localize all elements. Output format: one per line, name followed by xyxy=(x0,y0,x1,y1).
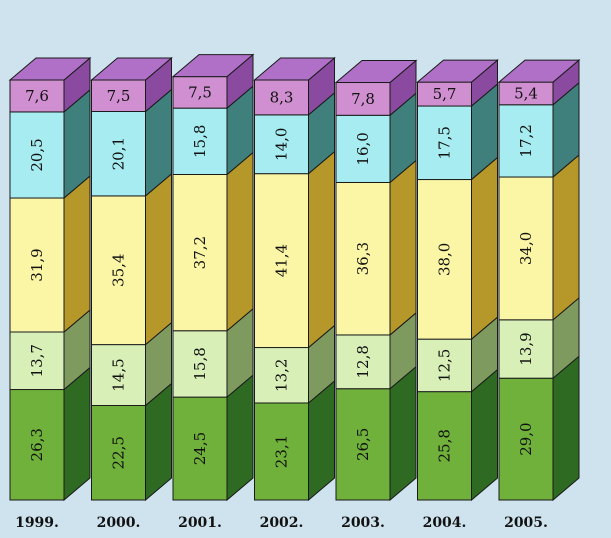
bar-top-face xyxy=(334,60,418,84)
bar-top-face xyxy=(497,59,581,83)
data-label: 8,3 xyxy=(270,88,294,106)
data-label: 7,5 xyxy=(188,83,212,101)
bar-segment xyxy=(91,195,146,346)
bar-segment xyxy=(417,391,472,501)
bar-stack: 26,3 13,7 31,9 20,5 7,6 xyxy=(8,56,92,502)
x-tick-label: 2001. xyxy=(178,515,222,531)
bar-segment xyxy=(172,76,228,109)
bar-stack: 25,8 12,5 38,0 17,5 5,7 xyxy=(416,59,499,502)
bar-segment xyxy=(417,105,472,181)
bar-segment xyxy=(335,181,391,336)
data-label: 41,4 xyxy=(273,244,291,277)
bar-segment xyxy=(9,389,65,501)
data-label: 29,0 xyxy=(517,422,535,455)
data-label: 38,0 xyxy=(436,243,454,276)
bar-segment xyxy=(91,344,146,407)
bar-segment-side xyxy=(471,368,498,502)
bar-segment-side xyxy=(389,365,417,502)
data-label: 26,3 xyxy=(28,428,46,461)
bar-segment xyxy=(172,174,228,332)
bar-segment xyxy=(498,377,554,501)
bar-segment-side xyxy=(63,366,91,502)
x-tick-label: 2003. xyxy=(341,515,385,531)
data-label: 24,5 xyxy=(191,432,209,465)
bar-segment xyxy=(172,396,228,501)
data-label: 7,5 xyxy=(107,87,131,105)
bar-segment xyxy=(172,107,228,175)
bar-segment xyxy=(335,388,391,501)
bar-segment xyxy=(498,319,554,379)
bar-segment xyxy=(9,197,65,333)
bar-segment xyxy=(91,79,146,112)
data-label: 13,7 xyxy=(28,344,46,377)
bar-top-face xyxy=(171,54,255,78)
x-tick-label: 2002. xyxy=(260,515,304,531)
bar-segment xyxy=(254,114,309,175)
bar-segment xyxy=(172,330,228,398)
bar-top-face xyxy=(253,57,336,81)
data-label: 12,8 xyxy=(354,345,372,378)
bar-top-face xyxy=(90,57,173,81)
bar-stack: 24,5 15,8 37,2 15,8 7,5 xyxy=(171,53,255,502)
data-label: 26,5 xyxy=(354,428,372,461)
data-label: 25,8 xyxy=(436,429,454,462)
bar-top-face xyxy=(416,59,499,83)
bar-segment-side xyxy=(308,150,335,349)
x-tick-label: 1999. xyxy=(15,515,59,531)
bar-segment xyxy=(91,405,146,501)
bar-segment xyxy=(9,79,65,113)
bar-segment-side xyxy=(145,172,172,346)
data-label: 14,5 xyxy=(110,358,128,391)
x-tick-label: 2004. xyxy=(423,515,467,531)
bar-stack: 26,5 12,8 36,3 16,0 7,8 xyxy=(334,59,418,502)
x-tick-label: 2005. xyxy=(504,515,548,531)
data-label: 15,8 xyxy=(191,125,209,158)
bar-segment xyxy=(91,111,146,197)
data-label: 36,3 xyxy=(354,242,372,275)
data-label: 20,5 xyxy=(28,138,46,171)
bar-segment xyxy=(417,179,472,340)
bar-stack: 23,1 13,2 41,4 14,0 8,3 xyxy=(253,56,336,502)
bar-segment xyxy=(254,173,309,349)
bar-segment-side xyxy=(552,355,580,502)
bar-segment xyxy=(9,111,65,199)
bar-stack: 29,0 13,9 34,0 17,2 5,4 xyxy=(497,59,581,502)
bar-segment xyxy=(335,82,391,116)
x-tick-label: 2000. xyxy=(97,515,141,531)
bar-segment-side xyxy=(63,174,91,334)
bar-segment xyxy=(254,347,309,404)
data-label: 13,2 xyxy=(273,359,291,392)
data-label: 5,4 xyxy=(514,84,538,102)
bar-segment-side xyxy=(471,156,498,341)
data-label: 5,7 xyxy=(433,85,457,103)
data-label: 17,2 xyxy=(517,124,535,157)
bar-segment-side xyxy=(389,159,417,337)
bar-segment xyxy=(254,402,309,501)
data-label: 34,0 xyxy=(517,232,535,265)
data-label: 7,8 xyxy=(351,90,375,108)
data-label: 13,9 xyxy=(517,332,535,365)
data-label: 22,5 xyxy=(110,436,128,469)
bar-segment xyxy=(254,79,309,116)
data-label: 35,4 xyxy=(110,254,128,287)
data-label: 14,0 xyxy=(273,128,291,161)
data-label: 7,6 xyxy=(25,87,49,105)
bar-stack: 22,5 14,5 35,4 20,1 7,5 xyxy=(90,56,173,502)
bar-segment xyxy=(498,104,554,178)
bar-segment-side xyxy=(226,151,254,332)
bar-segment-side xyxy=(552,153,580,321)
data-label: 31,9 xyxy=(28,248,46,281)
data-label: 16,0 xyxy=(354,132,372,165)
data-label: 20,1 xyxy=(110,137,128,170)
data-label: 23,1 xyxy=(273,435,291,468)
data-label: 17,5 xyxy=(436,126,454,159)
data-label: 15,8 xyxy=(191,347,209,380)
data-label: 37,2 xyxy=(191,236,209,269)
bar-top-face xyxy=(8,57,92,81)
data-label: 12,5 xyxy=(436,349,454,382)
